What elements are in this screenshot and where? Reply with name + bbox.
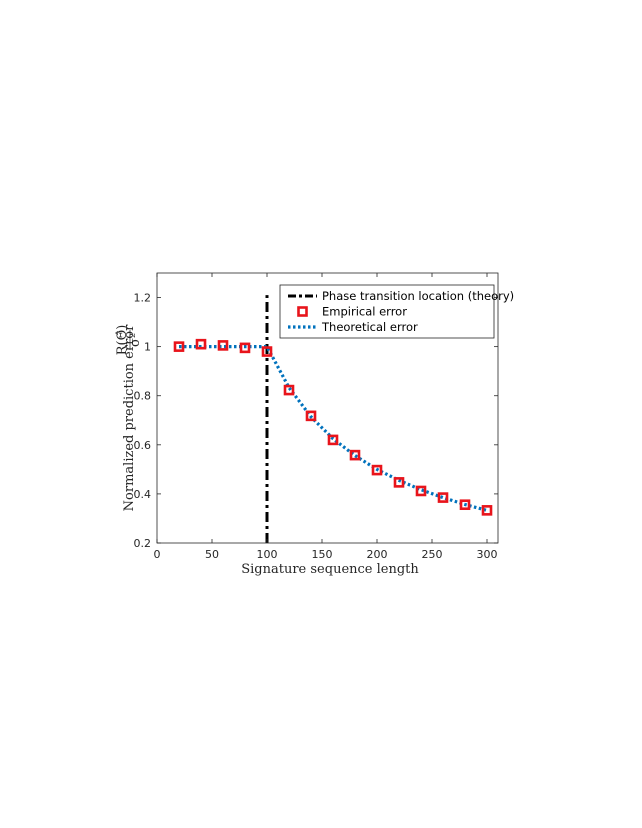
y-axis-label: Normalized prediction error R(Θ̂) σ² (115, 324, 143, 511)
x-tick-label: 50 (205, 548, 219, 561)
marks (173, 295, 493, 543)
x-axis-label: Signature sequence length (241, 562, 419, 577)
empirical-error-marker (217, 340, 229, 351)
legend-entry-label: Phase transition location (theory) (322, 289, 514, 303)
x-tick-label: 250 (422, 548, 443, 561)
y-tick-label: 0.6 (134, 439, 152, 452)
empirical-error-marker (349, 449, 361, 461)
empirical-error-marker (327, 434, 339, 446)
empirical-error-marker (481, 505, 493, 516)
y-tick-label: 1 (144, 341, 151, 354)
empirical-error-marker (393, 477, 405, 488)
legend-entry-label: Theoretical error (321, 320, 418, 334)
x-tick-label: 150 (312, 548, 333, 561)
empirical-error-marker (173, 341, 185, 352)
empirical-error-marker (415, 485, 427, 497)
y-tick-label: 0.4 (134, 488, 152, 501)
x-tick-label: 0 (154, 548, 161, 561)
y-tick-label: 1.2 (134, 292, 152, 305)
empirical-error-marker (283, 384, 295, 396)
x-tick-label: 200 (367, 548, 388, 561)
y-axis-label-denominator: σ² (128, 333, 143, 347)
legend-entry-label: Empirical error (322, 305, 407, 319)
empirical-error-marker (371, 464, 383, 476)
y-tick-label: 0.8 (134, 390, 152, 403)
empirical-error-marker (305, 410, 317, 422)
empirical-error-marker (261, 346, 273, 357)
empirical-error-marker (239, 342, 251, 354)
empirical-error-marker (195, 338, 207, 350)
legend-box (279, 284, 495, 339)
x-tick-label: 100 (257, 548, 278, 561)
empirical-error-marker (437, 492, 449, 503)
x-tick-label: 300 (477, 548, 498, 561)
empirical-error-marker (459, 499, 471, 511)
legend-swatch-empirical (297, 306, 308, 317)
axes: 0 50 100 150 200 250 300 0.2 0.4 0.6 0.8 1 1.2 (134, 272, 499, 561)
axes-box (156, 272, 499, 544)
y-axis-label-text: Normalized prediction error (122, 324, 137, 511)
legend: Phase transition location (theory) Empiri… (279, 284, 514, 339)
theoretical-error-line (179, 345, 488, 512)
y-tick-label: 0.2 (134, 537, 152, 550)
y-axis-label-numerator: R(Θ̂) (115, 325, 130, 356)
